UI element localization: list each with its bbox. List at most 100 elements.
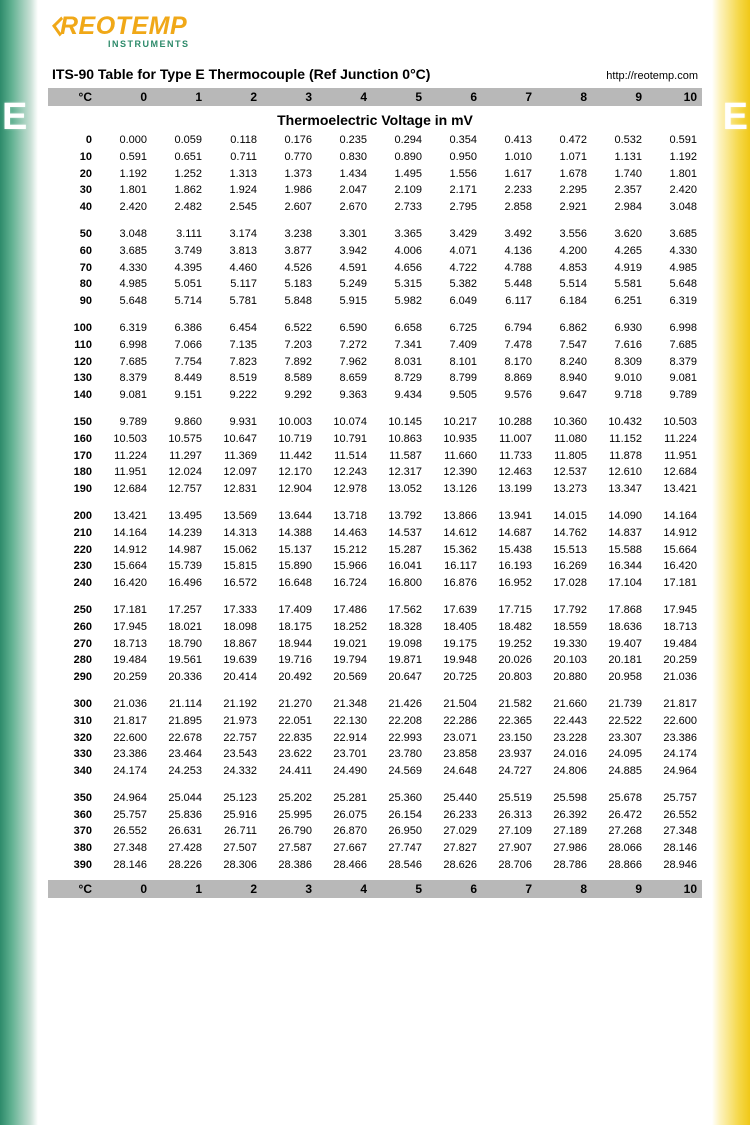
mv-value: 27.507 (206, 840, 261, 857)
site-url: http://reotemp.com (606, 70, 698, 82)
mv-value: 4.788 (481, 260, 536, 277)
mv-value: 5.117 (206, 276, 261, 293)
mv-value: 5.848 (261, 293, 316, 310)
mv-value: 2.420 (646, 182, 701, 199)
row-temp: 200 (48, 508, 96, 525)
table-row: 100.5910.6510.7110.7700.8300.8900.9501.0… (48, 149, 702, 166)
mv-value: 17.945 (96, 619, 151, 636)
mv-value: 6.998 (96, 337, 151, 354)
mv-value: 8.379 (646, 354, 701, 371)
mv-value: 15.362 (426, 542, 481, 559)
mv-value: 17.715 (481, 602, 536, 619)
mv-value: 17.639 (426, 602, 481, 619)
left-edge-letter: E (2, 96, 27, 139)
right-gradient-edge (712, 0, 750, 1125)
col-5: 5 (371, 882, 426, 896)
col-4: 4 (316, 90, 371, 104)
col-8: 8 (536, 90, 591, 104)
mv-value: 17.792 (536, 602, 591, 619)
mv-value: 27.907 (481, 840, 536, 857)
mv-value: 14.837 (591, 525, 646, 542)
mv-value: 11.007 (481, 431, 536, 448)
mv-value: 7.272 (316, 337, 371, 354)
mv-value: 20.414 (206, 669, 261, 686)
mv-value: 23.780 (371, 746, 426, 763)
mv-value: 22.365 (481, 713, 536, 730)
table-row: 804.9855.0515.1175.1835.2495.3155.3825.4… (48, 276, 702, 293)
mv-value: 24.174 (96, 763, 151, 780)
mv-value: 15.062 (206, 542, 261, 559)
col-0: 0 (96, 882, 151, 896)
logo-main-text: REOTEMP (60, 12, 190, 41)
mv-value: 0.235 (316, 132, 371, 149)
mv-value: 9.505 (426, 387, 481, 404)
mv-value: 5.183 (261, 276, 316, 293)
mv-value: 24.648 (426, 763, 481, 780)
group-gap (48, 404, 702, 414)
mv-value: 6.319 (646, 293, 701, 310)
mv-value: 15.890 (261, 558, 316, 575)
mv-value: 16.496 (151, 575, 206, 592)
mv-value: 15.287 (371, 542, 426, 559)
mv-value: 0.890 (371, 149, 426, 166)
table-row: 28019.48419.56119.63919.71619.79419.8711… (48, 652, 702, 669)
mv-value: 8.869 (481, 370, 536, 387)
mv-value: 24.964 (646, 763, 701, 780)
mv-value: 21.817 (96, 713, 151, 730)
group-gap (48, 498, 702, 508)
mv-value: 27.587 (261, 840, 316, 857)
mv-value: 16.420 (646, 558, 701, 575)
mv-value: 4.136 (481, 243, 536, 260)
mv-value: 1.495 (371, 166, 426, 183)
mv-value: 2.795 (426, 199, 481, 216)
col-1: 1 (151, 882, 206, 896)
mv-value: 6.930 (591, 320, 646, 337)
mv-value: 20.958 (591, 669, 646, 686)
mv-value: 19.639 (206, 652, 261, 669)
mv-value: 21.348 (316, 696, 371, 713)
mv-value: 23.307 (591, 730, 646, 747)
mv-value: 21.582 (481, 696, 536, 713)
mv-value: 20.803 (481, 669, 536, 686)
mv-value: 26.870 (316, 823, 371, 840)
col-3: 3 (261, 90, 316, 104)
mv-value: 12.024 (151, 464, 206, 481)
mv-value: 28.306 (206, 857, 261, 874)
mv-value: 12.831 (206, 481, 261, 498)
mv-value: 17.181 (646, 575, 701, 592)
mv-value: 18.098 (206, 619, 261, 636)
mv-value: 3.048 (646, 199, 701, 216)
row-temp: 90 (48, 293, 96, 310)
mv-value: 3.685 (646, 226, 701, 243)
mv-value: 28.146 (96, 857, 151, 874)
mv-value: 24.411 (261, 763, 316, 780)
mv-value: 14.388 (261, 525, 316, 542)
mv-value: 15.212 (316, 542, 371, 559)
mv-value: 23.701 (316, 746, 371, 763)
mv-value: 19.330 (536, 636, 591, 653)
row-temp: 240 (48, 575, 96, 592)
mv-value: 21.973 (206, 713, 261, 730)
mv-value: 3.620 (591, 226, 646, 243)
mv-value: 23.543 (206, 746, 261, 763)
mv-value: 14.612 (426, 525, 481, 542)
mv-value: 4.071 (426, 243, 481, 260)
mv-value: 9.860 (151, 414, 206, 431)
table-row: 201.1921.2521.3131.3731.4341.4951.5561.6… (48, 166, 702, 183)
mv-value: 24.016 (536, 746, 591, 763)
mv-value: 22.678 (151, 730, 206, 747)
mv-value: 10.575 (151, 431, 206, 448)
table-row: 21014.16414.23914.31314.38814.46314.5371… (48, 525, 702, 542)
row-temp: 390 (48, 857, 96, 874)
mv-value: 2.047 (316, 182, 371, 199)
mv-value: 10.288 (481, 414, 536, 431)
mv-value: 2.295 (536, 182, 591, 199)
mv-value: 1.131 (591, 149, 646, 166)
mv-value: 13.273 (536, 481, 591, 498)
mv-value: 23.622 (261, 746, 316, 763)
mv-value: 10.791 (316, 431, 371, 448)
mv-value: 21.660 (536, 696, 591, 713)
mv-value: 16.800 (371, 575, 426, 592)
mv-value: 0.176 (261, 132, 316, 149)
mv-value: 4.853 (536, 260, 591, 277)
